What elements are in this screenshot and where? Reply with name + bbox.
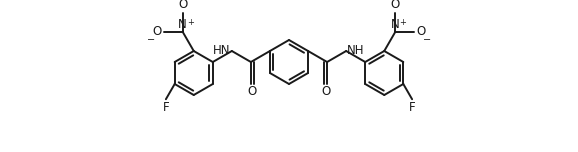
Text: O: O xyxy=(391,0,400,11)
Text: +: + xyxy=(399,18,406,27)
Text: −: − xyxy=(147,35,155,45)
Text: HN: HN xyxy=(213,43,231,57)
Text: O: O xyxy=(178,0,187,11)
Text: O: O xyxy=(416,25,425,38)
Text: +: + xyxy=(187,18,194,27)
Text: NH: NH xyxy=(347,43,365,57)
Text: F: F xyxy=(162,101,169,114)
Text: −: − xyxy=(423,35,431,45)
Text: N: N xyxy=(179,18,187,31)
Text: O: O xyxy=(153,25,162,38)
Text: F: F xyxy=(409,101,416,114)
Text: O: O xyxy=(248,85,257,98)
Text: N: N xyxy=(391,18,399,31)
Text: O: O xyxy=(321,85,330,98)
